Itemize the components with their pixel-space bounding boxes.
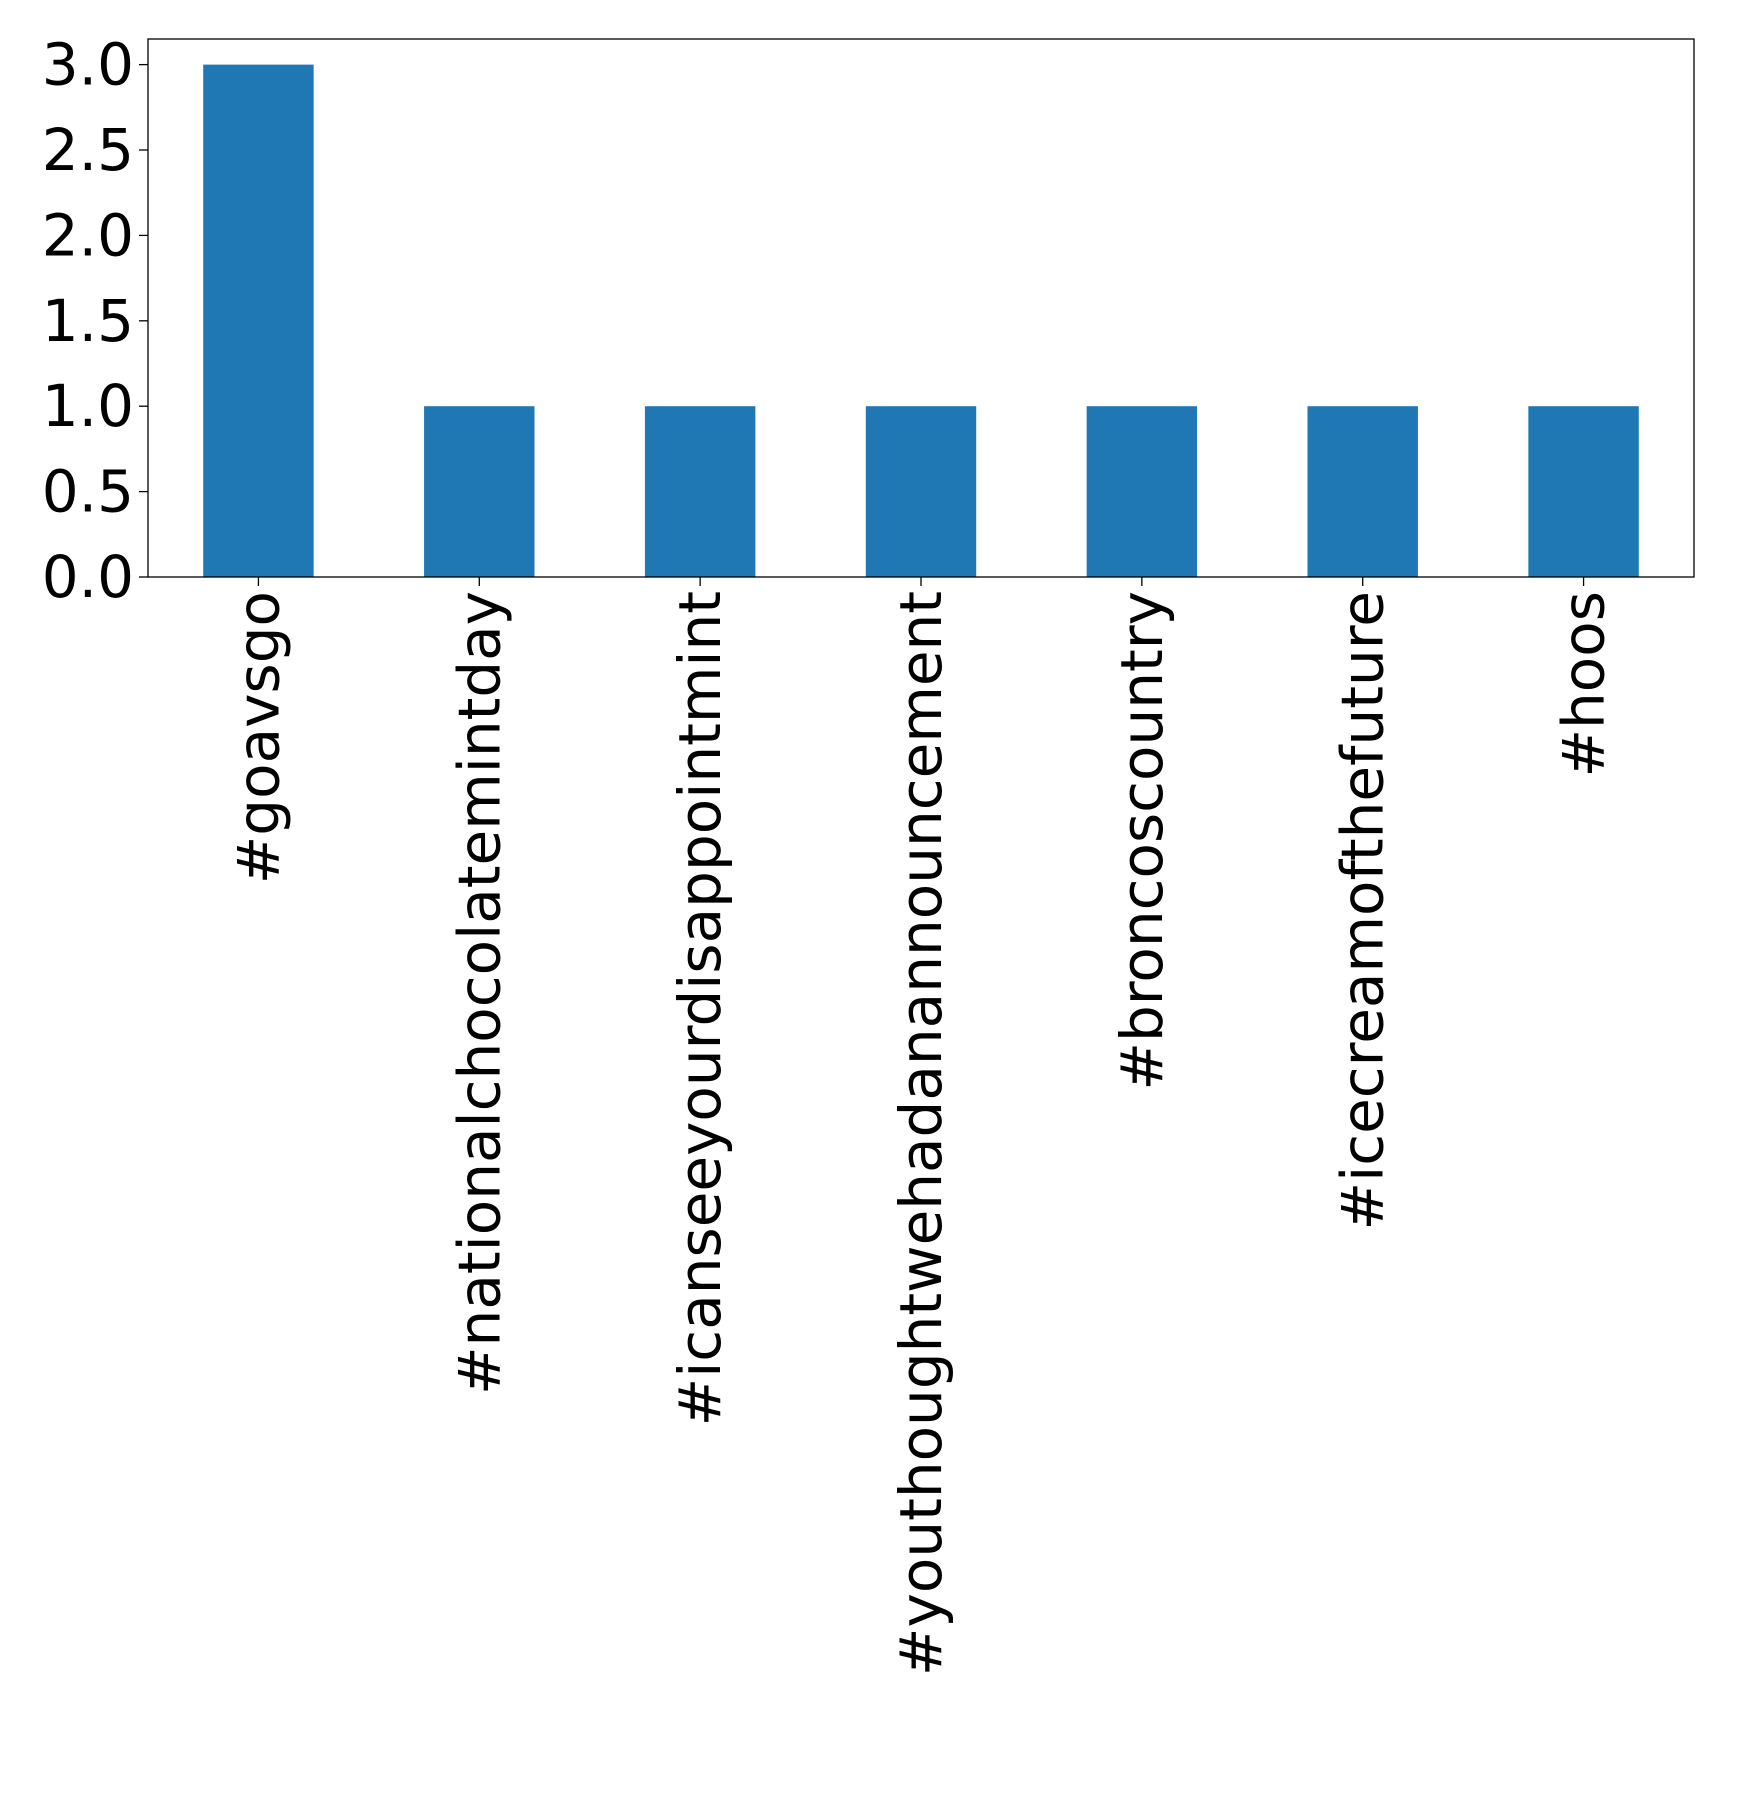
y-tick-label: 2.5 bbox=[42, 116, 134, 184]
y-tick-label: 3.0 bbox=[42, 31, 134, 99]
x-tick-label: #goavsgo bbox=[224, 591, 292, 884]
bar-broncoscountry bbox=[1086, 406, 1198, 577]
bar-youthoughtwehadanannouncement bbox=[865, 406, 977, 577]
x-tick-label: #nationalchocolatemintday bbox=[445, 591, 513, 1395]
bar-icecreamofthefuture bbox=[1307, 406, 1418, 577]
bar-nationalchocolatemintday bbox=[424, 406, 535, 577]
x-tick-label: #youthoughtwehadanannouncement bbox=[887, 591, 955, 1676]
bar-goavsgo bbox=[203, 64, 314, 578]
bar-icanseeyourdisappointmint bbox=[644, 406, 756, 577]
y-tick-label: 0.5 bbox=[42, 458, 134, 526]
y-tick-label: 2.0 bbox=[42, 201, 134, 269]
y-tick-label: 1.0 bbox=[42, 372, 134, 440]
x-tick-label: #broncoscountry bbox=[1108, 591, 1176, 1091]
y-axis: 0.0 0.5 1.0 1.5 2.0 2.5 3.0 bbox=[42, 31, 148, 611]
bar-hoos bbox=[1528, 406, 1639, 577]
x-axis: #goavsgo #nationalchocolatemintday #icanse… bbox=[224, 577, 1618, 1676]
x-tick-label: #icanseeyourdisappointmint bbox=[666, 591, 734, 1426]
y-tick-label: 1.5 bbox=[42, 287, 134, 355]
bars-layer bbox=[203, 64, 1639, 578]
x-tick-label: #icecreamofthefuture bbox=[1329, 591, 1397, 1230]
x-tick-label: #hoos bbox=[1550, 591, 1618, 778]
y-tick-label: 0.0 bbox=[42, 543, 134, 611]
